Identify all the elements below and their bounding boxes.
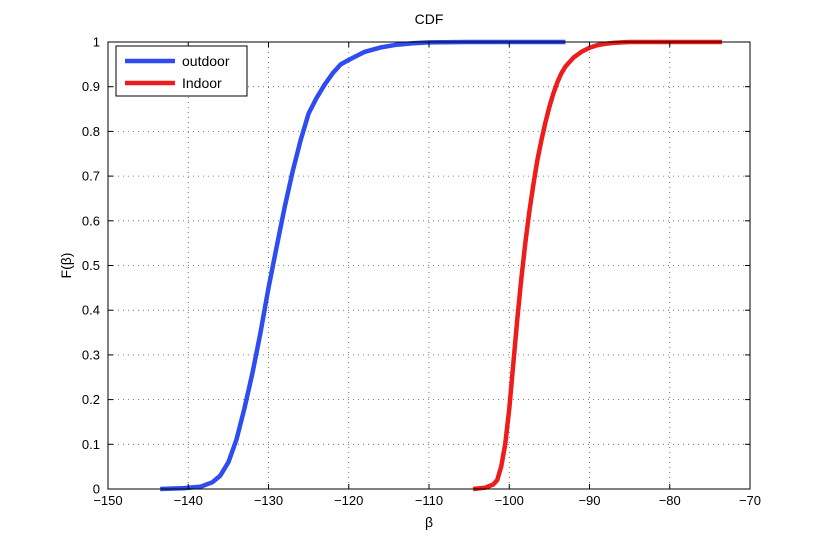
legend-label-indoor: Indoor <box>182 75 222 91</box>
y-tick-label: 0.8 <box>82 124 100 139</box>
x-tick-label: −110 <box>415 493 443 508</box>
ticks: −150 −140 −130 −120 −110 −100 −90 −80 −70 0 0.1 0.2… <box>82 35 761 509</box>
x-axis-label: β <box>425 514 433 530</box>
legend: outdoor Indoor <box>115 45 248 97</box>
series-line-outdoor <box>160 39 566 492</box>
series-group <box>160 39 722 492</box>
y-axis-label: F(β) <box>58 253 74 279</box>
series-line-indoor <box>472 39 722 492</box>
y-tick-label: 0.5 <box>82 258 100 273</box>
y-tick-label: 0.6 <box>82 213 100 228</box>
y-tick-label: 0.1 <box>82 437 100 452</box>
y-tick-label: 0.7 <box>82 169 100 184</box>
legend-label-outdoor: outdoor <box>182 53 230 69</box>
x-tick-label: −100 <box>495 493 524 508</box>
y-tick-label: 0.2 <box>82 392 100 407</box>
y-tick-label: 0 <box>93 482 100 497</box>
x-tick-label: −140 <box>174 493 203 508</box>
x-tick-label: −70 <box>739 493 761 508</box>
x-tick-label: −120 <box>334 493 363 508</box>
chart-title: CDF <box>415 11 444 27</box>
x-tick-label: −150 <box>93 493 122 508</box>
x-tick-label: −130 <box>254 493 283 508</box>
y-tick-label: 1 <box>93 35 100 50</box>
x-tick-label: −90 <box>578 493 600 508</box>
legend-box <box>115 45 248 97</box>
x-tick-label: −80 <box>659 493 681 508</box>
grid <box>108 42 750 489</box>
y-tick-label: 0.3 <box>82 347 100 362</box>
y-tick-label: 0.9 <box>82 79 100 94</box>
y-tick-label: 0.4 <box>82 303 100 318</box>
